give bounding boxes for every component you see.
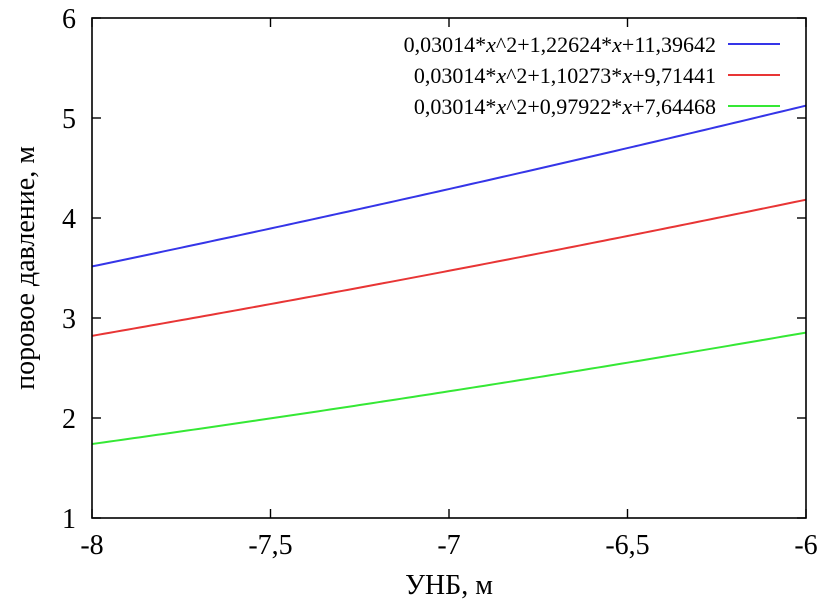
y-tick-label: 6 (62, 4, 76, 35)
y-axis-title: поровое давление, м (10, 146, 41, 390)
x-tick-label: -6 (794, 530, 817, 561)
legend-label-1: 0,03014*x^2+1,22624*x+11,39642 (404, 32, 716, 57)
legend: 0,03014*x^2+1,22624*x+11,39642 0,03014*x^… (404, 32, 780, 119)
legend-label-3: 0,03014*x^2+0,97922*x+7,64468 (414, 94, 716, 119)
y-tick-label: 2 (62, 404, 76, 435)
x-tick-label: -8 (80, 530, 103, 561)
y-tick-label: 1 (62, 504, 76, 535)
series-group (92, 104, 806, 446)
x-tick-label: -7,5 (248, 530, 292, 561)
y-tick-label: 3 (62, 304, 76, 335)
ticks-group: -8 -7,5 -7 -6,5 -6 1 2 3 4 5 6 (62, 4, 818, 561)
x-tick-label: -6,5 (605, 530, 649, 561)
x-axis-title: УНБ, м (405, 570, 493, 600)
y-tick-label: 4 (62, 204, 76, 235)
x-tick-label: -7 (437, 530, 460, 561)
series-line-3 (92, 331, 806, 446)
legend-label-2: 0,03014*x^2+1,10273*x+9,71441 (414, 63, 716, 88)
series-line-1 (92, 104, 806, 268)
y-tick-label: 5 (62, 104, 76, 135)
series-line-2 (92, 198, 806, 337)
